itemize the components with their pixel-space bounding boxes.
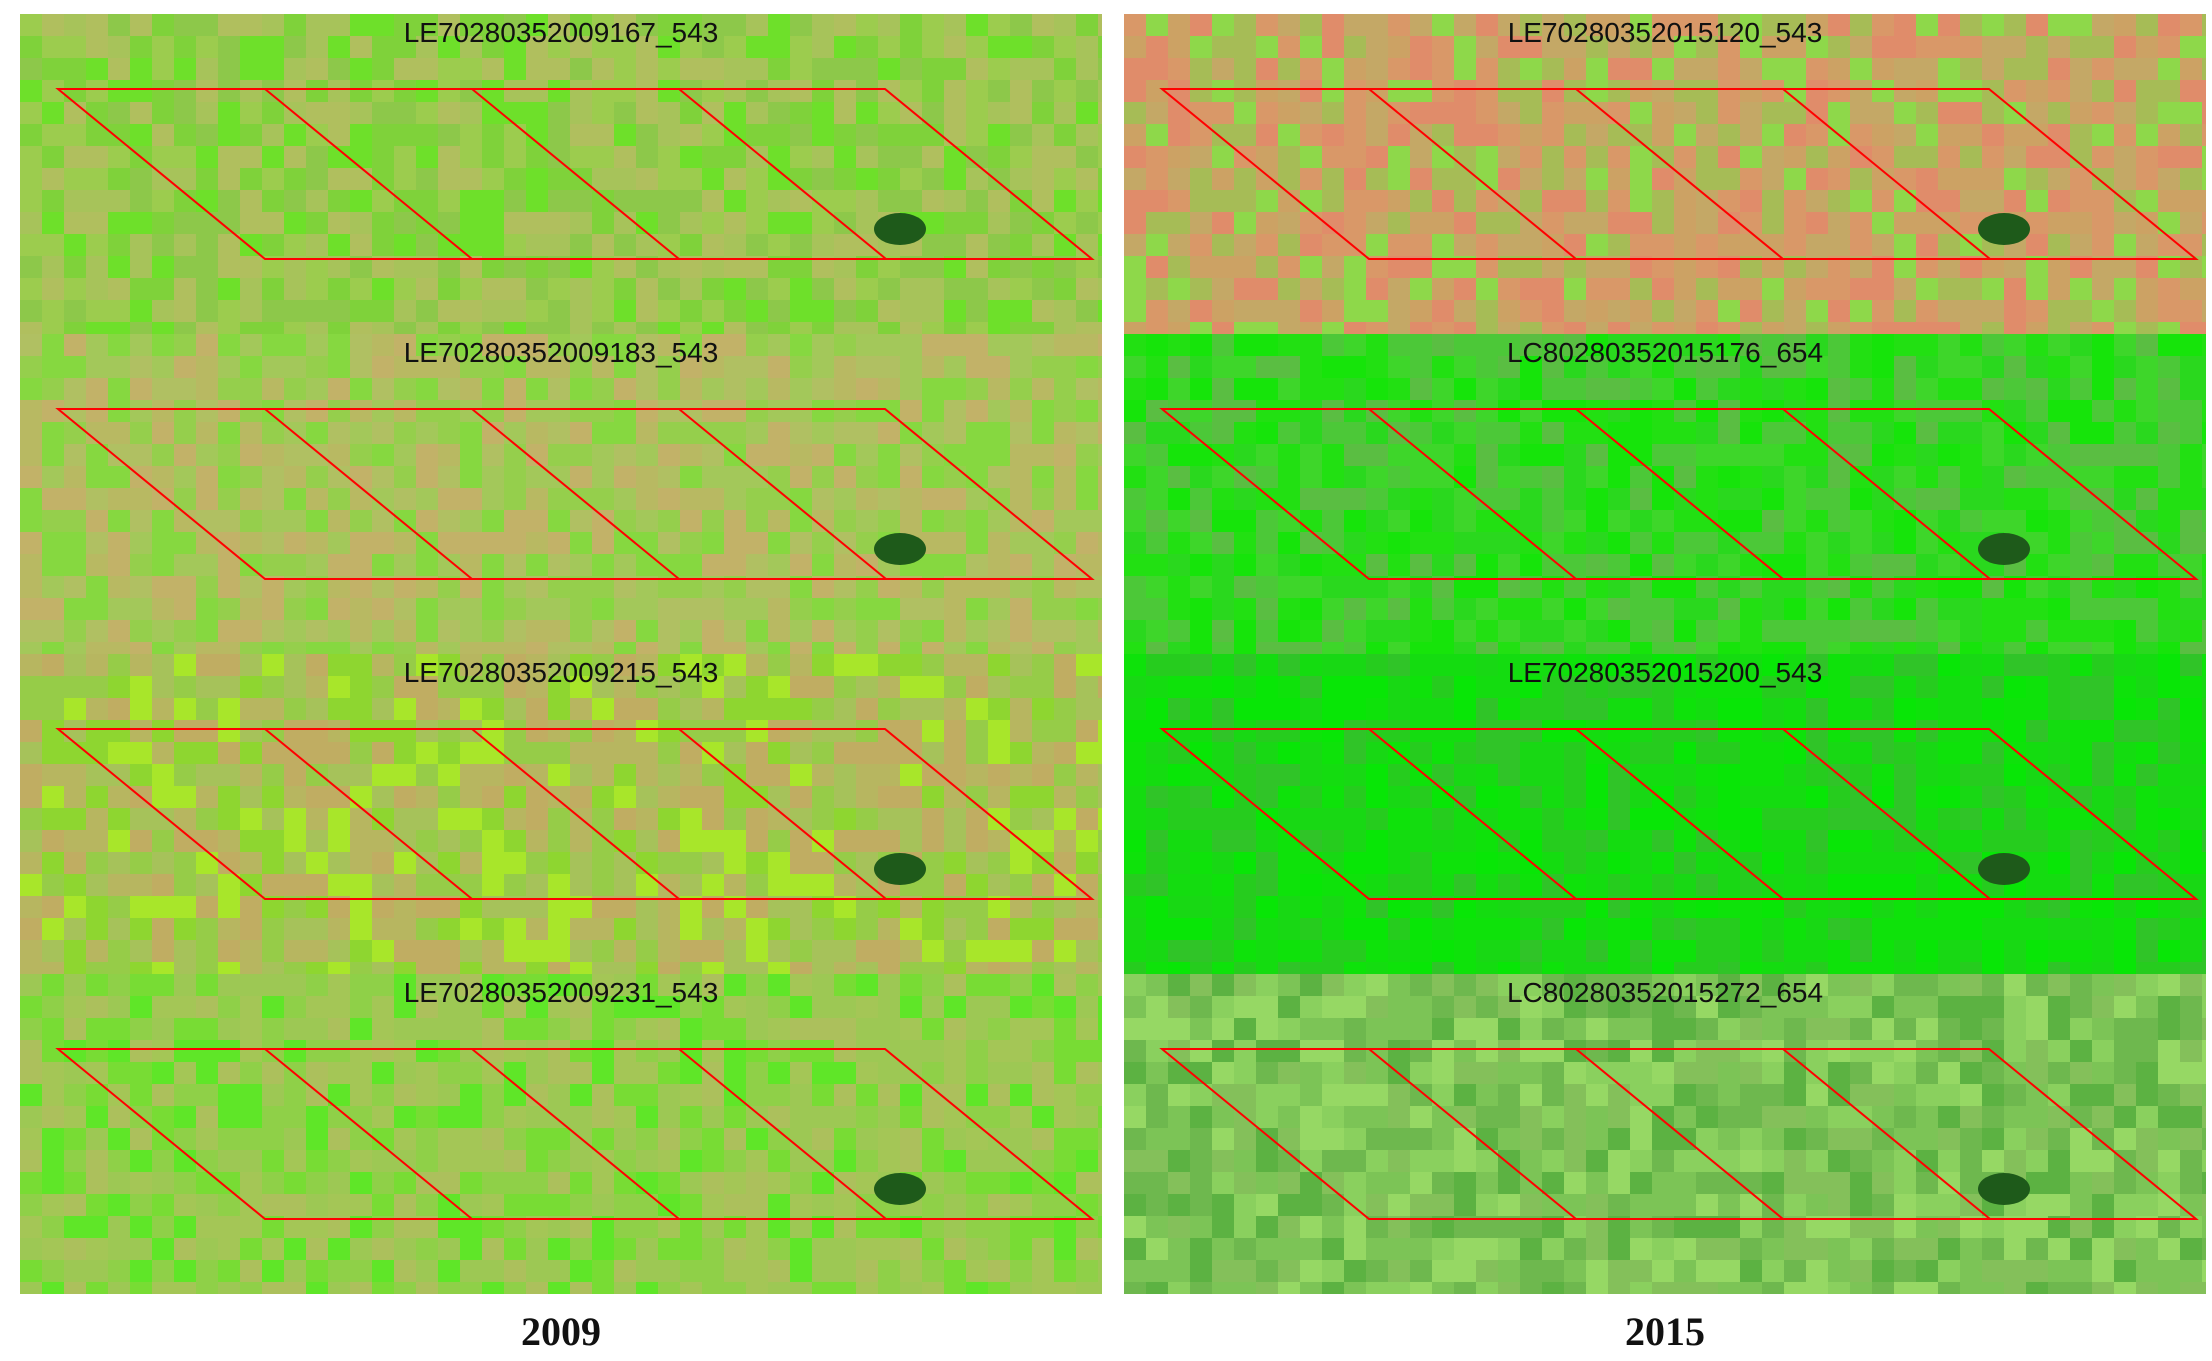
scene-id-label: LE70280352015200_543 xyxy=(1507,657,1823,688)
scene-id-label: LC80280352015176_654 xyxy=(1506,337,1824,368)
satellite-panel: LE70280352015200_543 xyxy=(1124,654,2206,974)
satellite-image xyxy=(1124,974,2206,1294)
scene-id-label: LE70280352009167_543 xyxy=(403,17,719,48)
satellite-panel: LE70280352009215_543 xyxy=(20,654,1102,974)
satellite-image xyxy=(20,334,1102,654)
pond-feature xyxy=(1978,213,2030,245)
satellite-image xyxy=(20,654,1102,974)
pond-feature xyxy=(874,1173,926,1205)
plot-divider xyxy=(678,728,887,900)
satellite-panel: LE70280352015120_543 xyxy=(1124,14,2206,334)
plot-divider xyxy=(1782,1048,1991,1220)
column-2009: LE70280352009167_543 LE70280352009183_543… xyxy=(20,14,1102,1296)
column-2015: LE70280352015120_543 LC80280352015176_654… xyxy=(1124,14,2206,1296)
plot-divider xyxy=(264,88,473,260)
pixel-grid xyxy=(1124,654,2206,974)
plot-divider xyxy=(264,408,473,580)
sample-plot-outline xyxy=(55,1048,1095,1220)
sample-plot-outline xyxy=(1159,1048,2199,1220)
plot-divider xyxy=(1368,728,1577,900)
plot-divider xyxy=(1782,728,1991,900)
plot-divider xyxy=(1368,408,1577,580)
plot-divider xyxy=(471,1048,680,1220)
satellite-image xyxy=(1124,14,2206,334)
pixel-grid xyxy=(1124,334,2206,654)
plot-divider xyxy=(678,408,887,580)
pixel-grid xyxy=(20,14,1102,334)
plot-divider xyxy=(471,408,680,580)
plot-divider xyxy=(264,1048,473,1220)
plot-divider xyxy=(471,728,680,900)
year-label-2009: 2009 xyxy=(521,1309,601,1354)
plot-divider xyxy=(1575,88,1784,260)
satellite-image xyxy=(20,974,1102,1294)
pixel-grid xyxy=(1124,14,2206,334)
pond-feature xyxy=(1978,853,2030,885)
satellite-image xyxy=(1124,334,2206,654)
pixel-grid xyxy=(20,974,1102,1294)
plot-divider xyxy=(1368,88,1577,260)
satellite-panel: LE70280352009167_543 xyxy=(20,14,1102,334)
plot-divider xyxy=(678,1048,887,1220)
plot-divider xyxy=(1575,1048,1784,1220)
pixel-grid xyxy=(1124,974,2206,1294)
satellite-image xyxy=(20,14,1102,334)
sample-plot-outline xyxy=(1159,88,2199,260)
satellite-panel: LE70280352009183_543 xyxy=(20,334,1102,654)
scene-id-label: LE70280352015120_543 xyxy=(1507,17,1823,48)
plot-divider xyxy=(471,88,680,260)
plot-divider xyxy=(1368,1048,1577,1220)
scene-id-label: LE70280352009215_543 xyxy=(403,657,719,688)
pond-feature xyxy=(874,533,926,565)
year-label-2015: 2015 xyxy=(1625,1309,1705,1354)
pond-feature xyxy=(874,853,926,885)
pond-feature xyxy=(874,213,926,245)
plot-divider xyxy=(1575,728,1784,900)
scene-id-label: LC80280352015272_654 xyxy=(1506,977,1824,1008)
pixel-grid xyxy=(20,654,1102,974)
plot-divider xyxy=(1575,408,1784,580)
pond-feature xyxy=(1978,1173,2030,1205)
sample-plot-outline xyxy=(1159,408,2199,580)
satellite-panel: LC80280352015272_654 xyxy=(1124,974,2206,1294)
satellite-panel: LE70280352009231_543 xyxy=(20,974,1102,1294)
pond-feature xyxy=(1978,533,2030,565)
sample-plot-outline xyxy=(55,88,1095,260)
scene-id-label: LE70280352009231_543 xyxy=(403,977,719,1008)
sample-plot-outline xyxy=(55,408,1095,580)
scene-id-label: LE70280352009183_543 xyxy=(403,337,719,368)
pixel-grid xyxy=(20,334,1102,654)
plot-divider xyxy=(264,728,473,900)
plot-divider xyxy=(678,88,887,260)
plot-divider xyxy=(1782,88,1991,260)
satellite-image xyxy=(1124,654,2206,974)
satellite-panel: LC80280352015176_654 xyxy=(1124,334,2206,654)
sample-plot-outline xyxy=(1159,728,2199,900)
plot-divider xyxy=(1782,408,1991,580)
sample-plot-outline xyxy=(55,728,1095,900)
